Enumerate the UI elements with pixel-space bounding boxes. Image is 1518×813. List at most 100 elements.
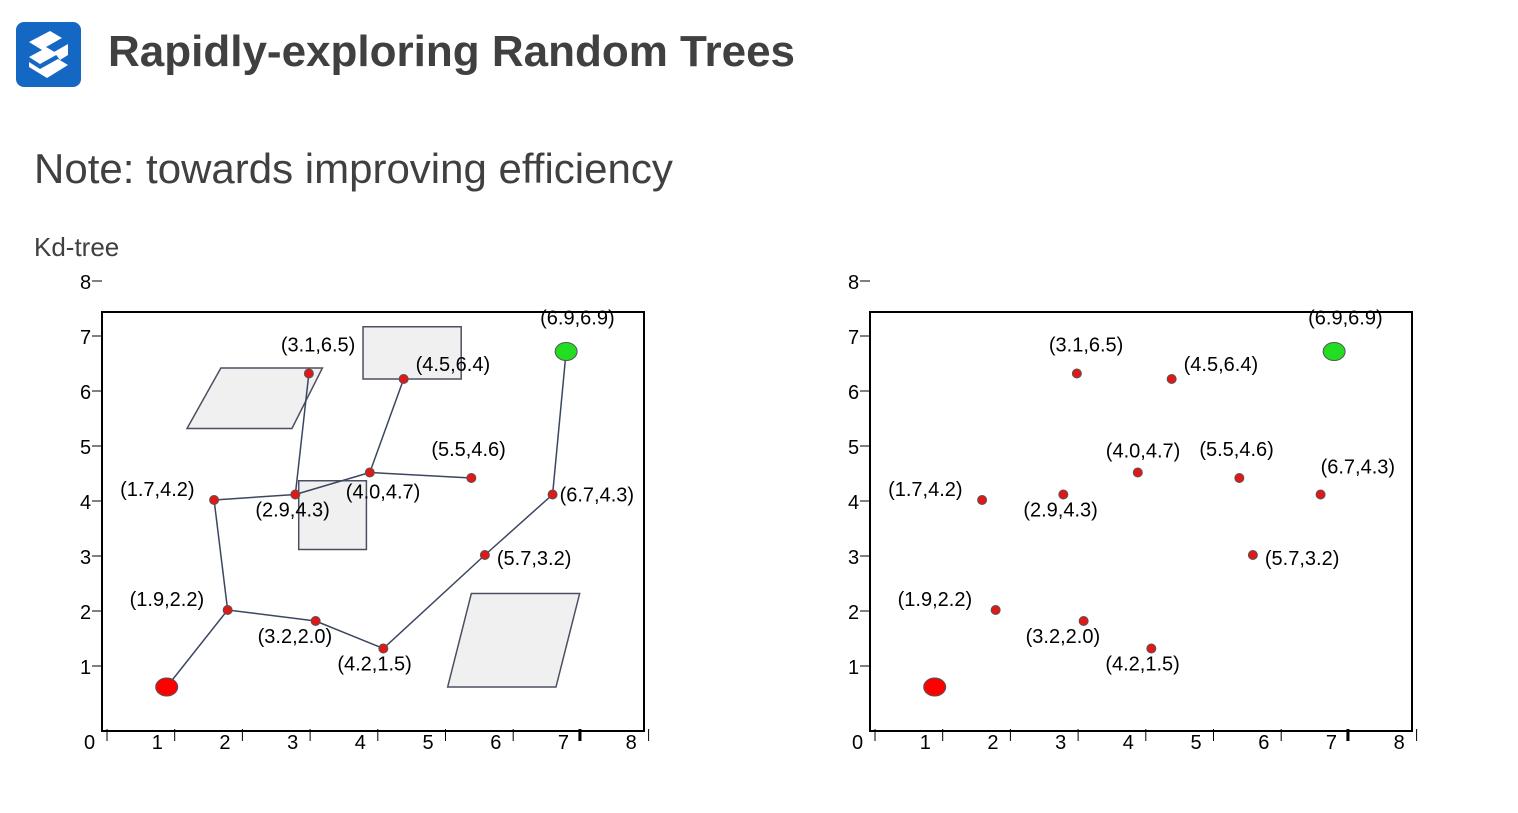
tree-node [1071, 368, 1082, 379]
node-label: (4.0,4.7) [346, 482, 420, 504]
node-label: (4.0,4.7) [1106, 441, 1180, 463]
y-tick-label: 4 [80, 492, 91, 514]
tree-edge [214, 493, 296, 501]
node-label: (1.7,4.2) [888, 479, 962, 501]
y-tick-label: 8 [80, 272, 91, 294]
tree-node [1166, 374, 1177, 384]
tree-edge [369, 471, 472, 479]
obstacle-top-rect [362, 326, 462, 380]
y-tick-label: 3 [848, 547, 859, 569]
node-label: (5.7,3.2) [1265, 548, 1339, 570]
node-label: (4.2,1.5) [337, 654, 411, 676]
node-label: (6.7,4.3) [1321, 457, 1395, 479]
tree-node [1132, 467, 1143, 478]
node-label: (4.2,1.5) [1105, 654, 1179, 676]
obstacle-bottom-parallelogram [446, 592, 581, 688]
x-tick-label: 2 [219, 732, 230, 754]
x-tick-label: 5 [1191, 732, 1202, 754]
tree-node [378, 643, 389, 654]
y-tick-label: 1 [848, 657, 859, 679]
tree-node [977, 495, 988, 505]
goal-label: (6.9,6.9) [540, 308, 614, 330]
node-label: (3.1,6.5) [281, 335, 355, 357]
goal-node [554, 342, 578, 361]
x-tick-label: 3 [1055, 732, 1066, 754]
x-tick-label: 6 [490, 732, 501, 754]
tree-node [990, 605, 1001, 615]
y-tick-label: 2 [848, 602, 859, 624]
y-tick-label: 2 [80, 602, 91, 624]
x-tick-label: 7 [558, 732, 569, 754]
x-tick-label: 8 [1394, 732, 1405, 754]
y-tick-label: 5 [848, 437, 859, 459]
node-label: (1.7,4.2) [120, 479, 194, 501]
y-tick-label: 1 [80, 657, 91, 679]
tree-node [222, 605, 233, 615]
x-tick-label: 2 [987, 732, 998, 754]
y-tick-label: 7 [848, 327, 859, 349]
tree-node [303, 368, 314, 379]
node-label: (5.5,4.6) [1199, 439, 1273, 461]
x-tick-label: 4 [355, 732, 366, 754]
y-tick-label: 6 [848, 382, 859, 404]
tree-node [364, 467, 375, 478]
tree-edge [551, 351, 567, 495]
tree-edge [294, 373, 310, 495]
tree-node [1234, 473, 1245, 483]
start-node [923, 677, 947, 697]
tree-edge [484, 493, 554, 556]
kd-points-svg: 1 2 3 4 5 6 7 8 0 1 2 3 4 5 6 7 8 (6.9,6.9) (1.7,4.2) (1.9,… [848, 272, 1418, 754]
x-tick-label: 0 [84, 732, 95, 754]
y-tick-label: 5 [80, 437, 91, 459]
tree-edge [213, 499, 229, 611]
x-tick-label: 6 [1258, 732, 1269, 754]
tree-node [310, 616, 321, 626]
tree-node [1315, 489, 1326, 500]
s-logo-icon [16, 22, 81, 87]
x-tick-label: 1 [920, 732, 931, 754]
page-title: Rapidly-exploring Random Trees [108, 27, 796, 76]
node-label: (4.5,6.4) [1184, 354, 1258, 376]
tree-node [479, 550, 490, 560]
x-tick-label: 7 [1326, 732, 1337, 754]
tree-node [1058, 489, 1069, 500]
node-label: (5.7,3.2) [497, 548, 571, 570]
node-label: (1.9,2.2) [130, 589, 204, 611]
tree-node [1247, 550, 1258, 560]
tree-edge [227, 609, 316, 622]
x-tick-label: 1 [152, 732, 163, 754]
node-label: (1.9,2.2) [898, 589, 972, 611]
tree-node [547, 489, 558, 500]
tree-edge [315, 620, 384, 650]
tree-node [290, 489, 301, 500]
node-label: (3.2,2.0) [1026, 626, 1100, 648]
node-label: (5.5,4.6) [431, 439, 505, 461]
node-label: (2.9,4.3) [1023, 500, 1097, 522]
plot-frame [869, 311, 1413, 732]
tree-edge [166, 609, 229, 688]
tree-edge [295, 471, 371, 496]
y-tick-label: 4 [848, 492, 859, 514]
tree-node [209, 495, 220, 505]
y-tick-label: 3 [80, 547, 91, 569]
y-tick-label: 7 [80, 327, 91, 349]
section-heading: Note: towards improving efficiency [34, 145, 673, 192]
kd-tree-subheading: Kd-tree [34, 232, 120, 262]
y-tick-label: 8 [848, 272, 859, 294]
kd-points-diagram: 1 2 3 4 5 6 7 8 0 1 2 3 4 5 6 7 8 (6.9,6.9) (1.7,4.2) (1.9,… [768, 272, 1428, 770]
node-label: (6.7,4.3) [560, 485, 634, 507]
y-tick-label: 6 [80, 382, 91, 404]
tree-edge [369, 378, 405, 473]
node-label: (2.9,4.3) [255, 500, 329, 522]
tree-node [398, 374, 409, 384]
goal-label: (6.9,6.9) [1308, 308, 1382, 330]
x-tick-label: 8 [626, 732, 637, 754]
rrt-tree-diagram: 1 2 3 4 5 6 7 8 0 1 2 3 4 5 6 7 8 (6.9,6.9) (1.7,4.2) (1.9,… [0, 272, 660, 770]
x-tick-label: 3 [287, 732, 298, 754]
start-node [155, 677, 179, 697]
rrt-tree-svg: 1 2 3 4 5 6 7 8 0 1 2 3 4 5 6 7 8 (6.9,6.9) (1.7,4.2) (1.9,… [80, 272, 650, 754]
obstacle-left-parallelogram [185, 367, 324, 430]
tree-node [1146, 643, 1157, 654]
x-tick-label: 0 [852, 732, 863, 754]
node-label: (3.2,2.0) [258, 626, 332, 648]
